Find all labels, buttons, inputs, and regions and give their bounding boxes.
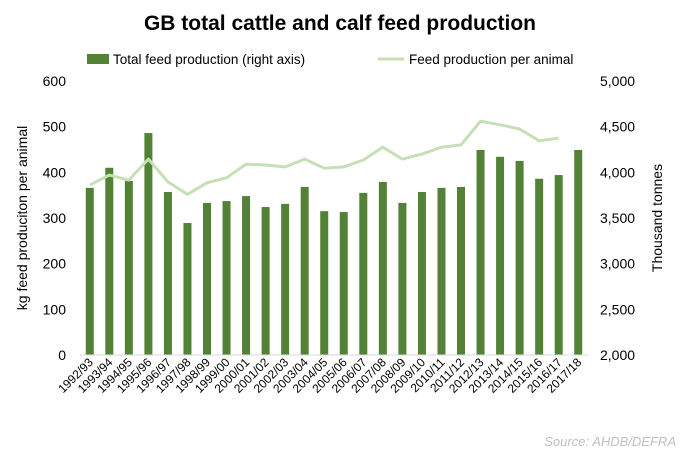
legend-label-line: Feed production per animal — [409, 52, 573, 67]
legend: Total feed production (right axis) Feed … — [87, 52, 573, 67]
bar — [417, 191, 426, 355]
y-right-tick-label: 3,000 — [600, 256, 635, 272]
y-left-tick-label: 0 — [58, 347, 66, 363]
y-axis-right-label: Thousand tonnes — [649, 164, 665, 272]
bar — [476, 149, 485, 355]
y-left-tick-label: 400 — [43, 164, 67, 180]
y-axis-left-label: kg feed produciton per animal — [14, 126, 30, 310]
bar — [144, 133, 153, 355]
legend-swatch-bars — [87, 54, 109, 64]
y-right-tick-label: 5,000 — [600, 73, 635, 89]
chart-title: GB total cattle and calf feed production — [144, 12, 536, 35]
bar — [359, 192, 368, 355]
bar — [85, 187, 94, 355]
bar — [535, 178, 544, 355]
bar — [300, 186, 309, 355]
bar — [398, 202, 407, 355]
y-right-tick-label: 2,000 — [600, 347, 635, 363]
bar — [574, 149, 583, 355]
bar — [183, 223, 192, 355]
bar — [242, 196, 251, 355]
source-note: Source: AHDB/DEFRA — [544, 434, 676, 449]
y-right-tick-label: 2,500 — [600, 301, 635, 317]
bar — [554, 175, 563, 355]
line-series — [89, 119, 559, 196]
bar — [222, 201, 231, 355]
bar — [203, 202, 211, 355]
legend-label-bars: Total feed production (right axis) — [113, 52, 305, 67]
bar — [496, 156, 505, 355]
bar — [320, 211, 329, 355]
bar — [261, 207, 270, 355]
y-left-tick-label: 200 — [43, 256, 67, 272]
bar — [339, 212, 348, 355]
y-right-tick-label: 3,500 — [600, 210, 635, 226]
bar — [437, 187, 446, 355]
y-right-tick-label: 4,500 — [600, 119, 635, 135]
y-right-tick-label: 4,000 — [600, 164, 635, 180]
y-left-tick-label: 100 — [43, 301, 67, 317]
y-left-tick-label: 600 — [43, 73, 67, 89]
bar — [105, 167, 114, 355]
y-left-tick-label: 300 — [43, 210, 67, 226]
bar — [515, 160, 524, 355]
y-left-tick-label: 500 — [43, 119, 67, 135]
bar — [378, 181, 387, 355]
bar — [163, 191, 172, 355]
bar — [124, 181, 133, 355]
bar — [281, 203, 290, 355]
bar — [457, 186, 465, 355]
